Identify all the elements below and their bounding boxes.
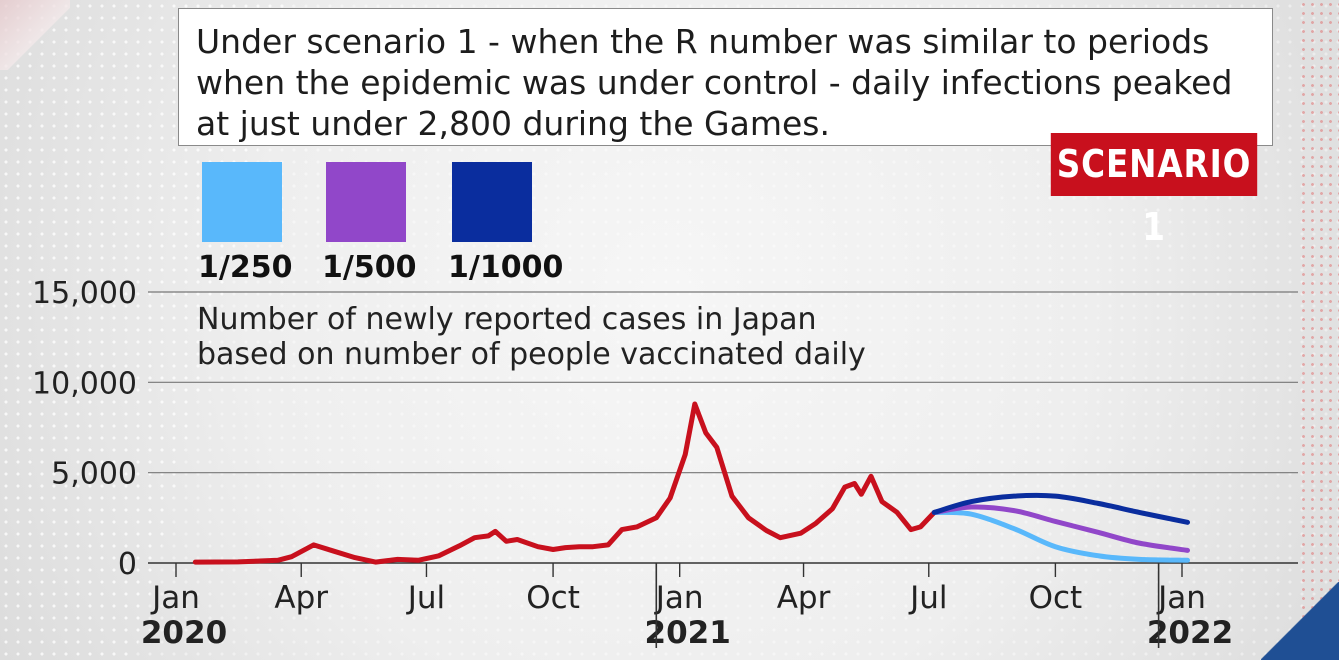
- series-line-1-250: [931, 509, 1190, 563]
- legend-label: 1/1000: [448, 250, 564, 285]
- legend-label: 1/250: [198, 250, 293, 285]
- x-tick-label: Jul: [908, 580, 947, 616]
- legend-label: 1/500: [322, 250, 417, 285]
- legend-swatch: [326, 162, 406, 242]
- y-tick-label: 10,000: [32, 366, 137, 401]
- x-tick-label: Jan: [150, 580, 200, 616]
- y-tick-label: 15,000: [32, 276, 137, 311]
- series-line-1-1000: [931, 492, 1190, 525]
- info-box: Under scenario 1 - when the R number was…: [178, 8, 1273, 146]
- legend-swatch: [202, 162, 282, 242]
- y-tick-label: 5,000: [51, 457, 137, 492]
- x-tick-label: Oct: [1029, 580, 1083, 616]
- chart-title-line: based on number of people vaccinated dai…: [197, 337, 866, 372]
- series-line-1-500: [931, 504, 1190, 553]
- right-decoration: [1299, 0, 1339, 660]
- series-line-reported: [192, 401, 937, 565]
- legend-item-1-1000: 1/1000: [448, 162, 563, 285]
- x-tick-label: Jan: [654, 580, 704, 616]
- corner-decoration-blue: [1261, 582, 1339, 660]
- legend-item-1-250: 1/250: [198, 162, 292, 285]
- x-year-label: 2021: [645, 615, 731, 651]
- x-tick-label: Apr: [274, 580, 328, 616]
- x-tick-label: Apr: [777, 580, 831, 616]
- x-tick-label: Jul: [406, 580, 445, 616]
- x-year-label: 2020: [141, 615, 227, 651]
- corner-decoration: [0, 0, 70, 70]
- y-tick-label: 0: [118, 547, 137, 582]
- x-tick-label: Oct: [526, 580, 580, 616]
- x-tick-label: Jan: [1156, 580, 1206, 616]
- chart-title-line: Number of newly reported cases in Japan: [197, 302, 816, 337]
- scenario-badge: SCENARIO 1: [1050, 133, 1258, 249]
- legend-swatch: [452, 162, 532, 242]
- x-year-label: 2022: [1147, 615, 1233, 651]
- info-text: Under scenario 1 - when the R number was…: [196, 22, 1233, 143]
- legend-item-1-500: 1/500: [322, 162, 416, 285]
